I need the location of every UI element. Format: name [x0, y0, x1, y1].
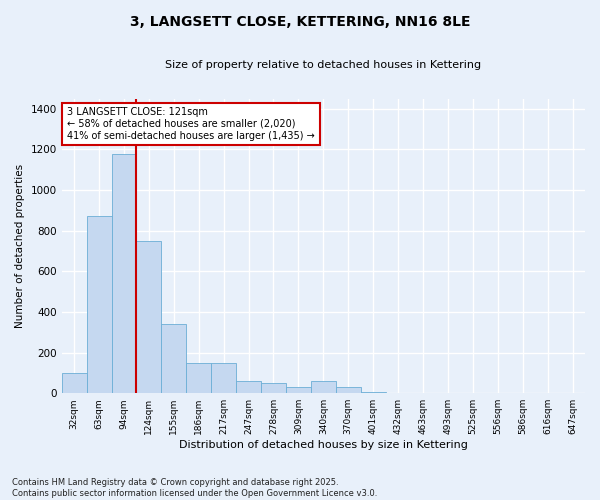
Bar — [336, 387, 361, 393]
Y-axis label: Number of detached properties: Number of detached properties — [15, 164, 25, 328]
Bar — [311, 381, 336, 393]
Bar — [211, 362, 236, 393]
Text: 3, LANGSETT CLOSE, KETTERING, NN16 8LE: 3, LANGSETT CLOSE, KETTERING, NN16 8LE — [130, 15, 470, 29]
Bar — [186, 362, 211, 393]
Bar — [361, 392, 386, 393]
X-axis label: Distribution of detached houses by size in Kettering: Distribution of detached houses by size … — [179, 440, 468, 450]
Text: 3 LANGSETT CLOSE: 121sqm
← 58% of detached houses are smaller (2,020)
41% of sem: 3 LANGSETT CLOSE: 121sqm ← 58% of detach… — [67, 108, 314, 140]
Text: Contains HM Land Registry data © Crown copyright and database right 2025.
Contai: Contains HM Land Registry data © Crown c… — [12, 478, 377, 498]
Bar — [112, 154, 136, 393]
Bar — [286, 387, 311, 393]
Bar — [62, 373, 86, 393]
Bar — [86, 216, 112, 393]
Bar — [161, 324, 186, 393]
Bar — [236, 381, 261, 393]
Title: Size of property relative to detached houses in Kettering: Size of property relative to detached ho… — [165, 60, 481, 70]
Bar — [136, 241, 161, 393]
Bar — [261, 383, 286, 393]
